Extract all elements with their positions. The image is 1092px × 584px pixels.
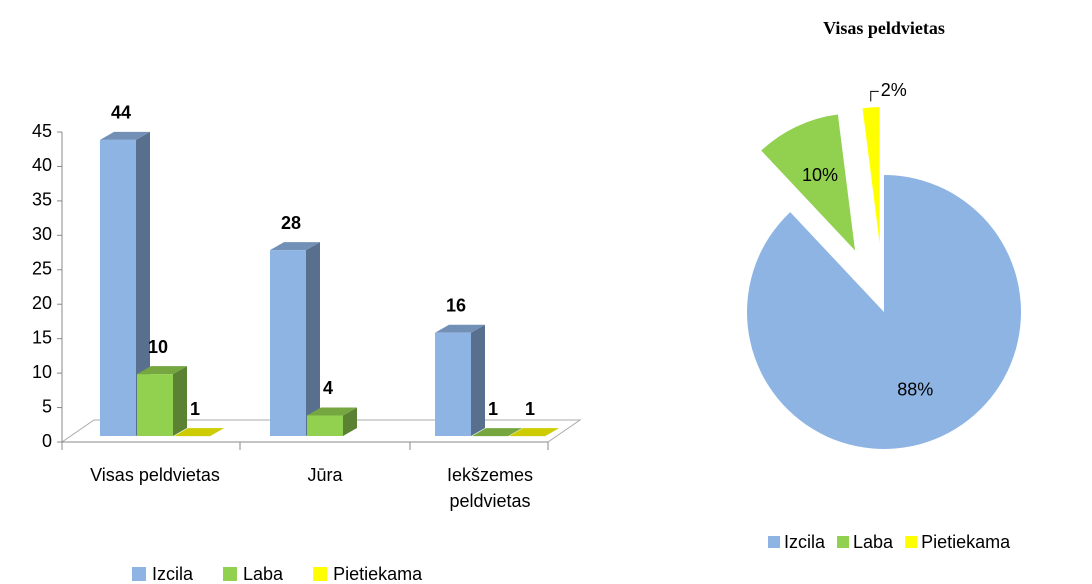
bar-face (306, 242, 320, 436)
value-label: 88% (897, 380, 933, 400)
bar (307, 407, 357, 436)
legend-label: Izcila (152, 564, 194, 584)
bar (270, 242, 320, 436)
bar-face (270, 250, 306, 436)
bar-face (136, 131, 150, 436)
bar-face (343, 407, 357, 436)
legend-swatch (905, 536, 918, 548)
bar-face (472, 428, 522, 437)
legend-label: Pietiekama (333, 564, 423, 584)
bar (472, 428, 522, 437)
y-tick-label: 30 (32, 224, 52, 244)
x-tick-label: Visas peldvietas (90, 465, 220, 485)
y-tick-label: 20 (32, 293, 52, 313)
bar-face (100, 131, 150, 140)
value-label: 28 (281, 213, 301, 233)
bar (174, 428, 224, 437)
bar (137, 366, 187, 436)
legend-label: Laba (853, 532, 894, 552)
pie-slice (862, 107, 880, 245)
y-tick-label: 0 (42, 431, 52, 451)
bar (435, 324, 485, 436)
bar-face (173, 366, 187, 436)
legend-swatch (313, 567, 328, 581)
y-tick-label: 25 (32, 259, 52, 279)
legend-swatch (223, 567, 238, 581)
y-tick-label: 10 (32, 362, 52, 382)
legend-label: Laba (243, 564, 284, 584)
x-tick-label: Jūra (307, 465, 343, 485)
value-label: 10% (802, 165, 838, 185)
legend-swatch (132, 567, 146, 581)
bar-face (174, 428, 224, 437)
y-tick-label: 5 (42, 396, 52, 416)
chart-title: Visas peldvietas (823, 18, 945, 38)
value-label: 1 (488, 399, 498, 419)
bar-face (307, 415, 343, 436)
y-tick-label: 15 (32, 327, 52, 347)
x-tick-label: Iekšzemes peldvietas (446, 465, 534, 511)
value-label: 10 (148, 337, 168, 357)
value-label: 1 (525, 399, 535, 419)
bar (100, 131, 150, 436)
bar-face (435, 332, 471, 436)
y-tick-label: 35 (32, 190, 52, 210)
value-label: 4 (323, 378, 333, 398)
bar-face (307, 407, 357, 416)
bar-face (100, 139, 136, 436)
bar-face (137, 374, 173, 436)
pie-slice (747, 175, 1022, 450)
bar-face (137, 366, 187, 375)
value-label: 2% (881, 80, 907, 100)
bar-face (471, 324, 485, 436)
value-label: 16 (446, 296, 466, 316)
legend-swatch (768, 536, 780, 548)
bar-face (435, 324, 485, 333)
legend-label: Pietiekama (921, 532, 1011, 552)
y-tick-label: 45 (32, 121, 52, 141)
value-label: 44 (111, 103, 131, 123)
value-label: 1 (190, 399, 200, 419)
bar-face (270, 242, 320, 251)
bar-face (509, 428, 559, 437)
legend-label: Izcila (784, 532, 826, 552)
legend-swatch (837, 536, 850, 548)
leader-line (870, 90, 879, 102)
pie-slice (761, 114, 856, 251)
bar (509, 428, 559, 437)
y-tick-label: 40 (32, 155, 52, 175)
